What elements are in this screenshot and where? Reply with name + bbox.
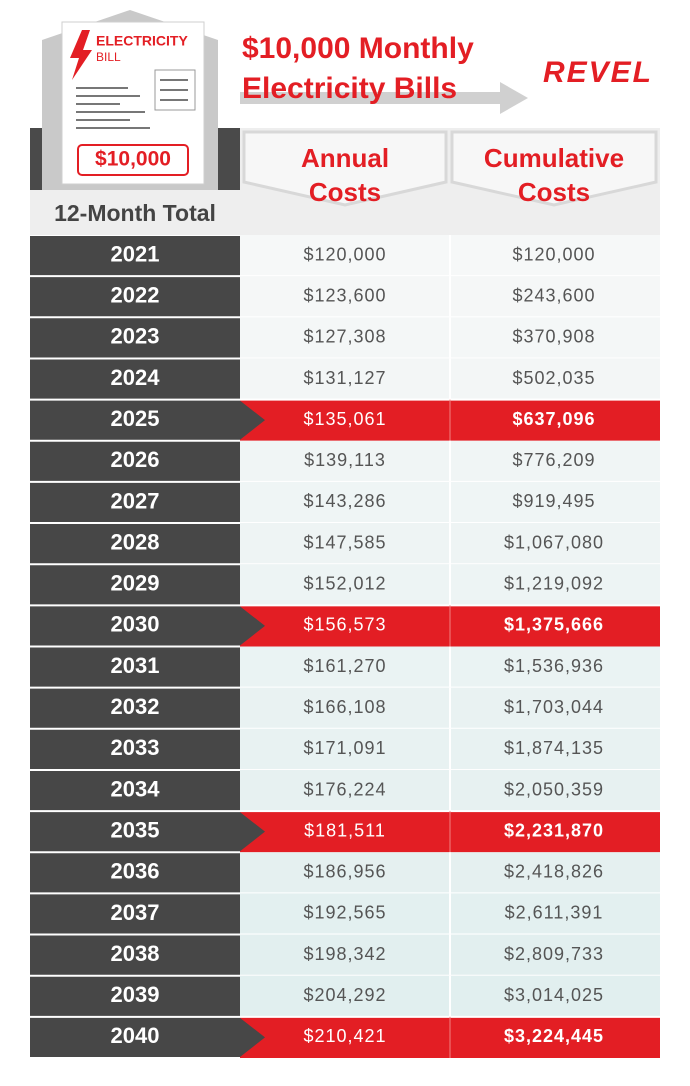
cumulative-cost: $3,014,025 [504,985,604,1005]
bill-lines [76,79,188,129]
annual-cost: $143,286 [303,491,386,511]
cumulative-cost: $2,050,359 [504,779,604,799]
year-cell [30,853,240,893]
year: 2037 [111,900,160,925]
column-header: Costs [309,177,381,207]
cumulative-cost: $2,611,391 [505,903,604,923]
cumulative-cost: $3,224,445 [504,1026,604,1046]
column-header-shape [242,130,448,207]
annual-cost: $123,600 [303,285,386,305]
year-cell [30,894,240,934]
year-cell [30,935,240,975]
year: 2025 [111,406,160,431]
annual-cost: $166,108 [303,697,386,717]
cumulative-cost: $1,067,080 [504,532,604,552]
year-cell [30,1017,265,1057]
year: 2030 [111,612,160,637]
bill-amount: $10,000 [95,148,171,171]
column-header: Annual [301,143,389,173]
annual-cost: $186,956 [303,862,386,882]
title-arrow [240,82,528,114]
annual-cost: $181,511 [304,820,386,840]
cumulative-cost: $1,536,936 [504,656,604,676]
annual-cost: $127,308 [303,327,386,347]
cumulative-cost: $120,000 [512,244,595,264]
bolt-icon [70,30,92,80]
cumulative-cost: $1,219,092 [504,574,604,594]
annual-cost: $161,270 [303,656,386,676]
annual-cost: $198,342 [303,944,386,964]
year: 2032 [111,694,160,719]
year: 2038 [111,941,160,966]
year-cell [30,482,240,523]
year-cell [30,441,240,481]
year-cell [30,688,240,728]
year: 2029 [111,571,160,596]
column-header-shape [450,130,658,207]
cumulative-cost: $2,231,870 [504,820,604,840]
year-cell [30,400,265,440]
year: 2035 [111,817,160,842]
year: 2024 [111,365,161,390]
column-header: Cumulative [484,143,624,173]
row-header: 12-Month Total [54,200,216,226]
cumulative-cost: $919,495 [512,491,595,511]
year-cell [30,647,240,687]
cumulative-cost: $2,809,733 [504,944,604,964]
annual-cost: $192,565 [303,903,386,923]
title-line: Electricity Bills [242,72,457,105]
annual-cost: $210,421 [303,1026,386,1046]
annual-cost: $139,113 [304,450,386,470]
year-cell [30,236,240,276]
year-cell [30,976,240,1016]
title-line: $10,000 Monthly [242,32,474,65]
annual-cost: $156,573 [303,615,386,635]
annual-cost: $204,292 [303,985,386,1005]
annual-cost: $171,091 [303,738,386,758]
year-cell [30,565,240,605]
annual-cost: $152,012 [303,574,386,594]
year: 2040 [111,1023,160,1048]
logo: REVEL [543,56,653,89]
cumulative-cost: $1,874,135 [504,738,604,758]
year-cell [30,606,265,646]
year-cell [30,318,240,358]
cumulative-cost: $1,375,666 [504,615,604,635]
year: 2034 [111,776,161,801]
year: 2033 [111,735,160,760]
year-cell [30,770,240,811]
cumulative-cost: $370,908 [512,327,595,347]
year: 2023 [111,324,160,349]
bill-subtitle: BILL [96,50,121,64]
annual-cost: $131,127 [303,368,386,388]
annual-cost: $176,224 [303,779,386,799]
annual-cost: $147,585 [303,532,386,552]
year: 2022 [111,283,160,308]
year-cell [30,277,240,317]
year: 2039 [111,982,160,1007]
cumulative-cost: $1,703,044 [504,697,604,717]
bill-title: ELECTRICITY [96,33,188,49]
year: 2028 [111,529,160,554]
cumulative-cost: $637,096 [512,409,595,429]
bill-box [154,69,196,111]
year-cell [30,359,240,399]
year: 2026 [111,447,160,472]
year-cell [30,729,240,769]
cumulative-cost: $776,209 [512,450,595,470]
year: 2031 [111,653,160,678]
year: 2021 [111,241,160,266]
year-cell [30,812,265,852]
bill-amount-box [77,144,189,176]
annual-cost: $120,000 [303,244,386,264]
year: 2036 [111,859,160,884]
year-cell [30,524,240,564]
cumulative-cost: $243,600 [512,285,595,305]
column-header: Costs [518,177,590,207]
cumulative-cost: $502,035 [512,368,595,388]
year: 2027 [111,488,160,513]
cumulative-cost: $2,418,826 [504,862,604,882]
annual-cost: $135,061 [303,409,386,429]
